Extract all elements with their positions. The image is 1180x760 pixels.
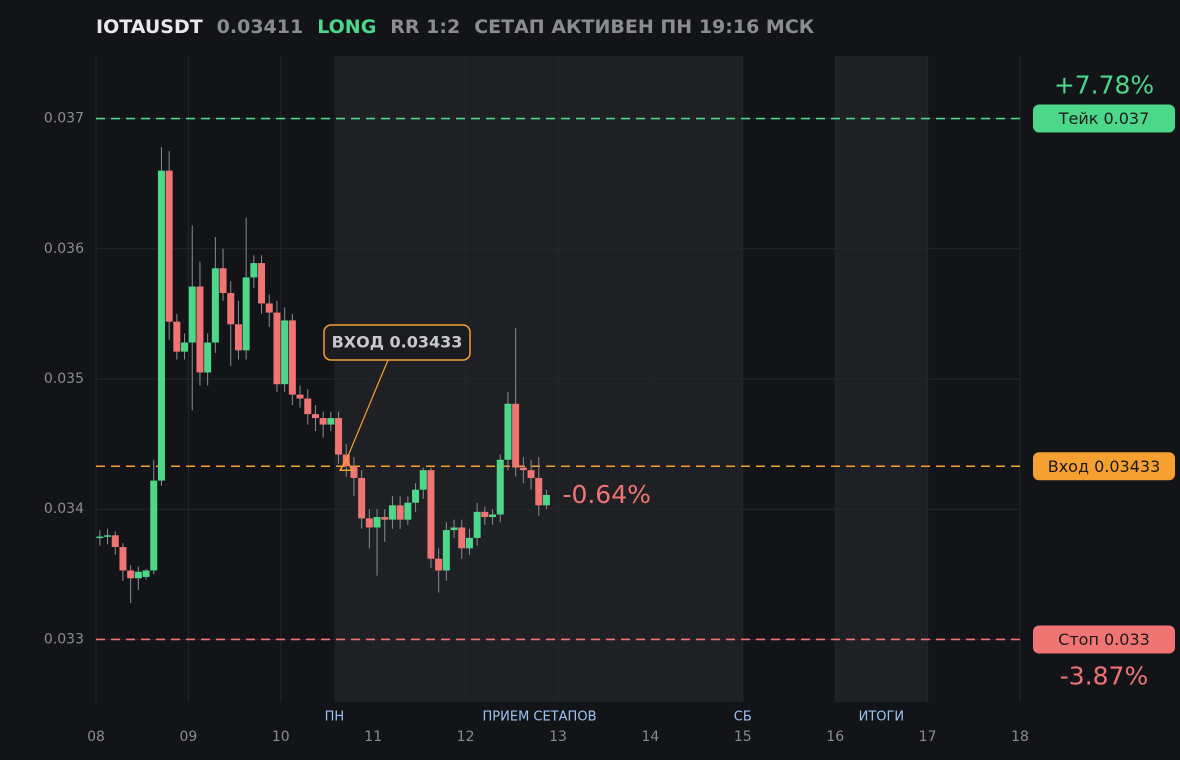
candle-body [450,527,458,531]
candle-body [504,403,512,460]
candle-body [358,477,366,519]
candle-body [134,571,142,579]
session-label: ПН [325,710,345,725]
candle-body [242,277,250,351]
entry-callout-line [345,359,389,461]
candle-body [489,514,497,518]
side: LONG [317,16,377,38]
candle-body [527,470,535,478]
candle-body [150,480,158,571]
candle-body [227,293,235,325]
level-label: Вход 0.03433 [1048,457,1161,476]
candle-body [127,570,135,579]
entry-callout-box [323,324,471,361]
candle-body [311,414,319,419]
candle-body [219,268,227,294]
candle-body [319,418,327,425]
x-tick-label: 16 [826,729,844,745]
candle-body [288,320,296,395]
symbol: IOTAUSDT [96,16,203,38]
x-tick-label: 18 [1011,729,1029,745]
candle-body [535,477,543,506]
candle-body [204,342,212,373]
session-label: ИТОГИ [859,710,905,725]
x-tick-label: 17 [919,729,937,745]
candle-body [165,170,173,322]
candle-body [458,527,466,549]
y-tick-label: 0.035 [44,371,84,387]
candle-body [350,466,358,478]
candle-body [265,303,273,313]
entry-callout-label: ВХОД 0.03433 [332,333,463,352]
session-label: ПРИЕМ СЕТАПОВ [483,710,597,725]
candle-body [396,505,404,520]
entry-marker [338,457,354,472]
candle-body [188,286,196,343]
level-label: Тейк 0.037 [1058,109,1150,128]
candle-body [427,470,435,559]
candle-body [258,263,266,304]
current-change: -0.64% [562,480,650,509]
x-tick-label: 12 [457,729,475,745]
x-tick-label: 11 [364,729,382,745]
x-tick-label: 09 [179,729,197,745]
candle-body [181,342,189,352]
candle-body [104,535,112,537]
candle-body [273,312,281,385]
candle-body [250,263,258,278]
level-change: -3.87% [1060,661,1148,690]
y-tick-label: 0.037 [44,111,84,127]
candle-body [96,536,104,539]
candle-body [327,418,335,425]
candle-body [296,394,304,399]
candle-body [465,537,473,549]
candle-body [119,547,127,571]
candle-body [542,494,550,506]
candle-body [473,511,481,538]
candle-body [404,502,412,520]
candle-body [496,459,504,515]
candle-body [365,518,373,528]
x-tick-label: 13 [549,729,567,745]
y-tick-label: 0.036 [44,241,84,257]
candle-body [335,418,343,455]
candle-body [419,470,427,490]
header: IOTAUSDT 0.03411 LONG RR 1:2 СЕТАП АКТИВЕН П… [96,16,828,38]
candle-body [234,324,242,351]
y-tick-label: 0.033 [44,631,84,647]
candle-body [481,511,489,518]
candle-body [157,170,165,481]
price: 0.03411 [216,16,304,38]
status: СЕТАП АКТИВЕН ПН 19:16 МСК [474,16,815,38]
candle-body [519,467,527,471]
level-change: +7.78% [1054,71,1154,100]
candle-body [111,535,119,548]
candle-body [435,558,443,571]
x-tick-label: 08 [87,729,105,745]
candle-body [142,570,150,577]
candle-body [512,403,520,468]
candle-body [281,320,289,385]
risk-reward: RR 1:2 [390,16,461,38]
level-pill [1033,104,1175,133]
candle-body [196,286,204,373]
session-label: СБ [734,710,752,725]
candle-body [211,268,219,343]
candle-body [373,517,381,528]
level-label: Стоп 0.033 [1058,630,1150,649]
x-tick-label: 14 [641,729,659,745]
level-pill [1033,625,1175,654]
y-tick-label: 0.034 [44,501,84,517]
candle-body [304,398,312,415]
x-tick-label: 15 [734,729,752,745]
candle-body [388,505,396,520]
candle-body [442,530,450,571]
candle-body [173,321,181,352]
candle-body [412,489,420,503]
level-pill [1033,452,1175,481]
x-tick-label: 10 [272,729,290,745]
candle-body [381,517,389,520]
